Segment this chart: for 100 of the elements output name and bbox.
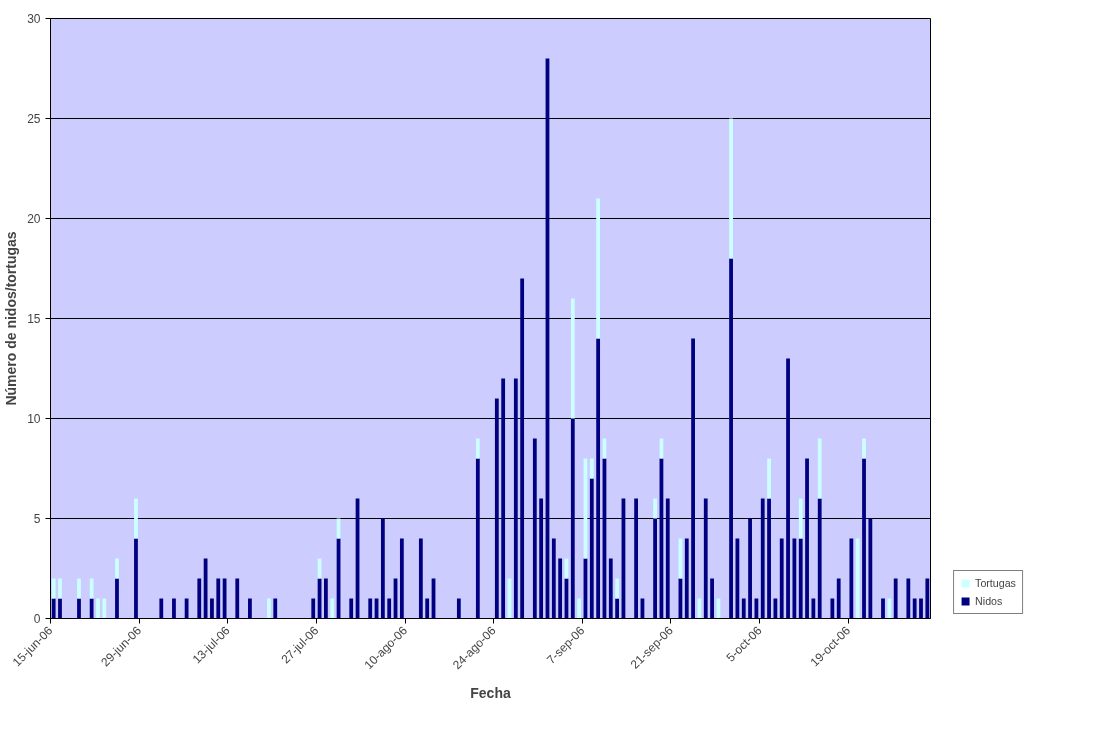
- bar: [89, 578, 94, 599]
- y-tick-label: 25: [27, 112, 41, 126]
- bar: [881, 598, 885, 619]
- bar: [58, 598, 62, 619]
- bar: [767, 458, 771, 499]
- bar: [324, 578, 328, 619]
- bar: [805, 458, 809, 619]
- bar: [912, 598, 917, 619]
- legend-label: Nidos: [975, 595, 1003, 607]
- bar: [77, 598, 81, 619]
- bar: [210, 598, 214, 619]
- bar: [558, 558, 563, 619]
- bar: [222, 578, 227, 619]
- y-tick-label: 5: [33, 512, 41, 526]
- bar: [887, 598, 892, 619]
- bar: [494, 398, 499, 619]
- bar: [703, 498, 708, 619]
- bar: [539, 498, 544, 619]
- bar: [368, 598, 373, 619]
- bar: [184, 598, 189, 619]
- bar: [349, 598, 354, 619]
- bar: [608, 558, 613, 619]
- bar: [456, 598, 461, 619]
- bar: [159, 598, 164, 619]
- bar: [741, 598, 746, 619]
- bar: [273, 598, 278, 619]
- bar: [115, 558, 119, 579]
- bar: [817, 498, 822, 619]
- bar: [58, 578, 62, 599]
- bar: [760, 498, 765, 619]
- legend-label: Tortugas: [975, 577, 1016, 589]
- bar: [172, 598, 176, 619]
- bar: [267, 598, 271, 619]
- bar: [893, 578, 898, 619]
- y-tick-label: 30: [27, 12, 41, 26]
- bar: [836, 578, 841, 619]
- bar: [653, 498, 657, 519]
- bar: [855, 538, 860, 619]
- y-axis-title: Número de nidos/tortugas: [3, 231, 20, 406]
- bar: [399, 538, 404, 619]
- y-tick-label: 0: [33, 612, 41, 626]
- bar: [779, 538, 784, 619]
- bar: [925, 578, 930, 619]
- bar: [710, 578, 714, 619]
- bar: [615, 578, 620, 599]
- bar: [532, 438, 537, 619]
- bar: [134, 498, 138, 539]
- bar: [216, 578, 221, 619]
- bar: [773, 598, 778, 619]
- bar: [96, 598, 100, 619]
- bar: [653, 518, 657, 619]
- bar: [235, 578, 240, 619]
- bar: [51, 578, 56, 599]
- bar: [798, 538, 803, 619]
- bar: [589, 478, 594, 619]
- bar: [513, 378, 518, 619]
- bar: [767, 498, 771, 619]
- bar: [729, 118, 733, 259]
- bar: [475, 458, 480, 619]
- bar: [634, 498, 639, 619]
- bar: [906, 578, 911, 619]
- bar: [729, 258, 733, 619]
- bar: [51, 598, 56, 619]
- bar: [577, 598, 582, 619]
- bar: [570, 418, 575, 619]
- bar: [134, 538, 138, 619]
- bar: [197, 578, 202, 619]
- y-tick-label: 10: [27, 412, 41, 426]
- bar: [387, 598, 392, 619]
- bar: [849, 538, 854, 619]
- bar: [77, 578, 81, 599]
- bar: [311, 598, 316, 619]
- y-tick-label: 20: [27, 212, 41, 226]
- bar: [520, 278, 525, 619]
- bar: [380, 518, 385, 619]
- bar: [475, 438, 480, 459]
- bar: [248, 598, 252, 619]
- y-tick-label: 15: [27, 312, 41, 326]
- bar: [501, 378, 506, 619]
- bar: [862, 438, 866, 459]
- bar: [330, 598, 335, 619]
- bar: [203, 558, 208, 619]
- bar: [830, 598, 835, 619]
- bar: [817, 438, 822, 499]
- bar: [684, 538, 689, 619]
- bar: [748, 518, 752, 619]
- bar: [811, 598, 816, 619]
- bar: [418, 538, 423, 619]
- x-axis-title: Fecha: [470, 685, 511, 702]
- bar: [115, 578, 119, 619]
- bar: [89, 598, 94, 619]
- bar: [792, 538, 797, 619]
- bar: [798, 498, 803, 539]
- bar: [102, 598, 107, 619]
- bar: [596, 338, 601, 619]
- bar: [589, 458, 594, 479]
- bar: [665, 498, 670, 619]
- bar: [615, 598, 620, 619]
- bar: [596, 198, 601, 339]
- bar: [786, 358, 790, 619]
